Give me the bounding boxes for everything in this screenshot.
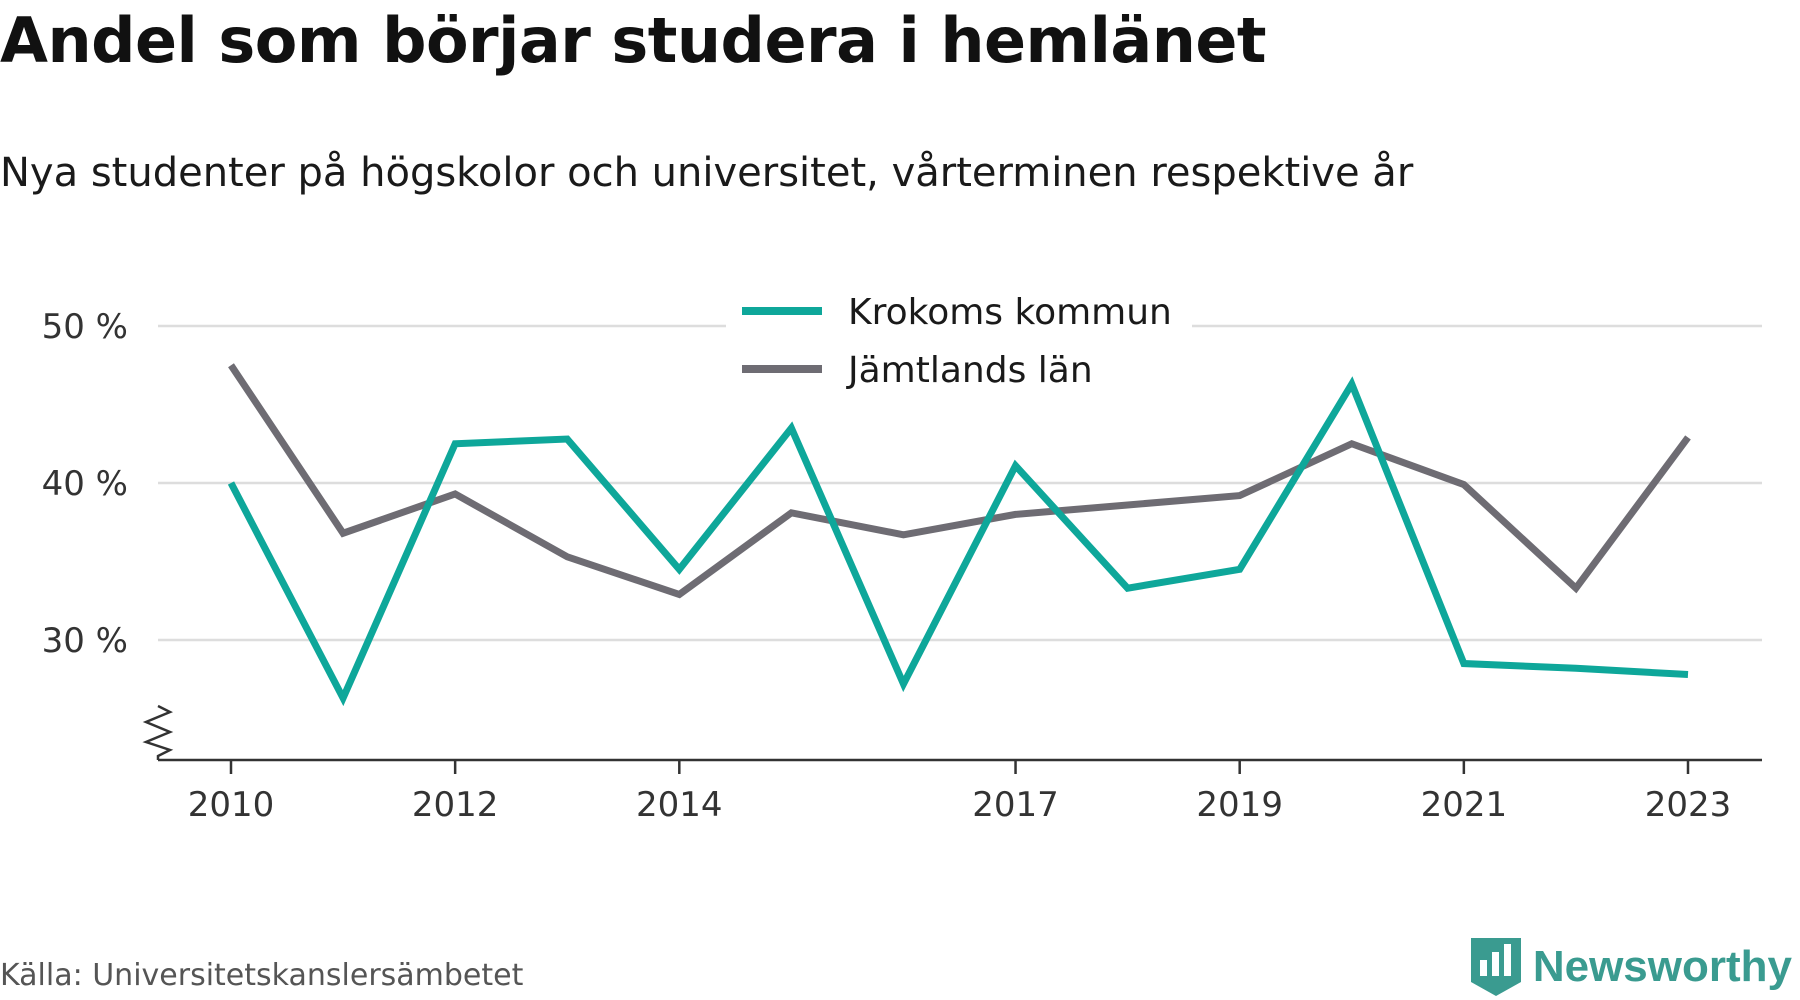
legend-label-krokom: Krokoms kommun bbox=[848, 292, 1172, 333]
source-note: Källa: Universitetskanslersämbetet bbox=[0, 958, 524, 993]
y-tick-label: 30 % bbox=[42, 621, 128, 661]
chart-title: Andel som börjar studera i hemlänet bbox=[0, 4, 1267, 77]
y-axis-tick-labels: 30 % 40 % 50 % bbox=[42, 307, 128, 661]
legend: Krokoms kommun Jämtlands län bbox=[726, 278, 1192, 391]
series-lines bbox=[227, 363, 1691, 707]
x-tick-label: 2019 bbox=[1196, 785, 1283, 825]
x-tick-label: 2023 bbox=[1645, 785, 1732, 825]
x-tick-label: 2014 bbox=[636, 785, 723, 825]
x-tick-label: 2017 bbox=[972, 785, 1059, 825]
legend-label-jamtland: Jämtlands län bbox=[846, 350, 1093, 391]
brand-name: Newsworthy bbox=[1532, 942, 1792, 991]
x-tick-label: 2010 bbox=[188, 785, 275, 825]
y-tick-label: 40 % bbox=[42, 464, 128, 504]
x-tick-label: 2012 bbox=[412, 785, 499, 825]
brand-logo: Newsworthy bbox=[1470, 938, 1792, 996]
y-axis-break-icon bbox=[142, 704, 174, 760]
x-tick-label: 2021 bbox=[1421, 785, 1508, 825]
x-axis-ticks: 2010 2012 2014 2017 2019 2021 2023 bbox=[188, 760, 1732, 825]
bar-chart-badge-icon bbox=[1470, 938, 1521, 996]
chart-subtitle: Nya studenter på högskolor och universit… bbox=[0, 150, 1414, 196]
series-line-jamtland bbox=[228, 363, 1691, 599]
y-tick-label: 50 % bbox=[42, 307, 128, 347]
series-line-krokom bbox=[227, 376, 1689, 707]
